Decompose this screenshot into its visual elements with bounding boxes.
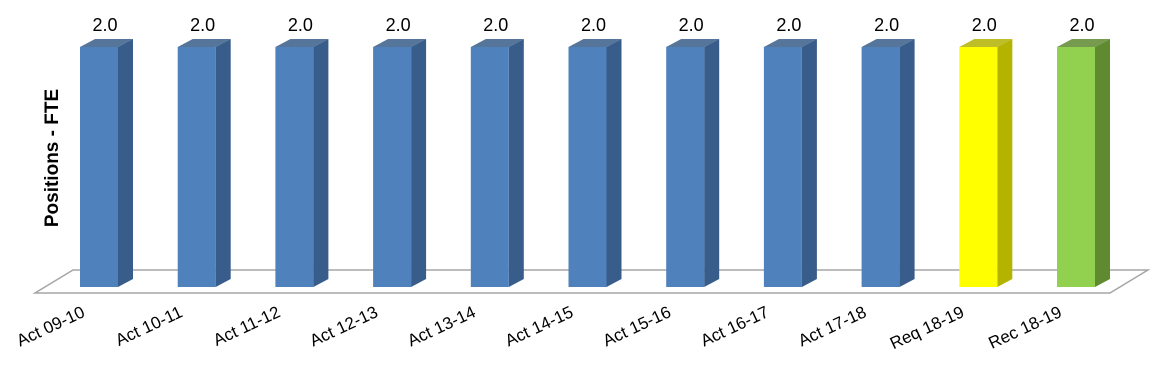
y-axis-label: Positions - FTE (42, 89, 63, 227)
bar (666, 39, 720, 287)
bar-front (275, 47, 314, 287)
bar (177, 39, 231, 287)
bar-front (177, 47, 216, 287)
bar-side (411, 39, 427, 287)
data-label: 2.0 (288, 15, 313, 35)
data-label: 2.0 (776, 15, 801, 35)
bar-side (118, 39, 133, 287)
data-label: 2.0 (483, 15, 508, 35)
data-label: 2.0 (874, 15, 899, 35)
bar-front (861, 47, 900, 287)
category-tick-label: Rec 18-19 (986, 302, 1065, 352)
bar-top (373, 39, 427, 47)
bar-side (1095, 39, 1110, 287)
bar-front (80, 47, 118, 287)
bar-top (80, 39, 133, 47)
bar-side (704, 39, 720, 287)
bar-series (80, 39, 1110, 287)
bar (568, 39, 622, 287)
bar (373, 39, 427, 287)
bar (80, 39, 133, 287)
data-label: 2.0 (679, 15, 704, 35)
bar-side (606, 39, 622, 287)
bar-top (568, 39, 622, 47)
bar-front (1057, 47, 1095, 287)
data-labels: 2.0 2.0 2.0 2.0 2.0 2.0 2.0 2.0 2.0 2.0 2.0 (92, 15, 1094, 35)
bar-side (313, 39, 329, 287)
bar-top (470, 39, 524, 47)
bar-side (508, 39, 524, 287)
data-label: 2.0 (190, 15, 215, 35)
data-label: 2.0 (1069, 15, 1094, 35)
category-tick-label: Act 14-15 (502, 302, 576, 350)
category-tick-label: Act 15-16 (600, 302, 674, 350)
category-tick-label: Act 12-13 (307, 302, 381, 350)
bar-front (666, 47, 705, 287)
category-tick-label: Act 09-10 (14, 302, 88, 350)
data-label: 2.0 (972, 15, 997, 35)
bar-top (177, 39, 231, 47)
category-tick-label: Req 18-19 (887, 302, 967, 353)
bar-front (470, 47, 509, 287)
category-tick-label: Act 17-18 (795, 302, 869, 350)
bar (861, 39, 915, 287)
bar-front (568, 47, 607, 287)
bar-front (763, 47, 802, 287)
category-tick-label: Act 16-17 (698, 302, 772, 350)
bar-side (215, 39, 231, 287)
bar-top (959, 39, 1013, 47)
bar-side (899, 39, 915, 287)
bar-top (861, 39, 915, 47)
bar-top (275, 39, 329, 47)
bar (959, 39, 1013, 287)
bar (1057, 39, 1110, 287)
bar (763, 39, 817, 287)
bar-top (666, 39, 720, 47)
data-label: 2.0 (92, 15, 117, 35)
data-label: 2.0 (581, 15, 606, 35)
data-label: 2.0 (386, 15, 411, 35)
category-tick-label: Act 11-12 (210, 302, 283, 349)
bar-side (801, 39, 817, 287)
category-tick-label: Act 13-14 (405, 302, 479, 350)
bar (470, 39, 524, 287)
bar-front (373, 47, 412, 287)
bar-side (997, 39, 1013, 287)
bar (275, 39, 329, 287)
category-tick-label: Act 10-11 (113, 302, 186, 349)
bar-front (959, 47, 998, 287)
bar-top (1057, 39, 1110, 47)
bar-top (763, 39, 817, 47)
category-tick-labels: Act 09-10 Act 10-11 Act 11-12 Act 12-13 Act … (14, 302, 1065, 353)
